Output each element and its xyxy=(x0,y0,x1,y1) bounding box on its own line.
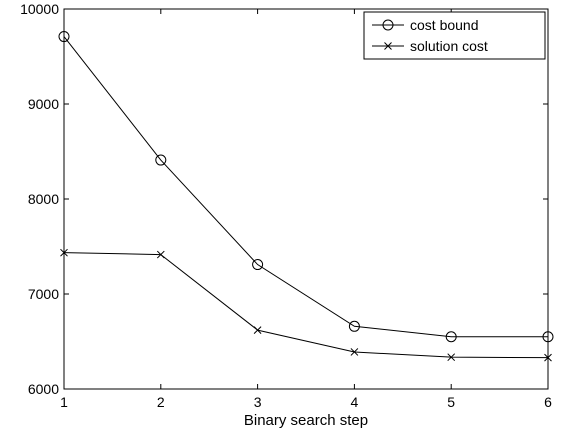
data-point-solution-cost xyxy=(156,250,165,259)
x-tick-label: 5 xyxy=(447,394,455,410)
axis-ticks: 1 2 3 4 5 6 6000 7000 8000 9000 10000 xyxy=(20,1,552,410)
legend-label-solution-cost: solution cost xyxy=(410,38,488,54)
series-line-solution-cost xyxy=(63,252,549,359)
x-tick-label: 4 xyxy=(351,394,359,410)
data-point-cost-bound xyxy=(252,259,264,271)
y-tick-label: 6000 xyxy=(28,381,59,397)
data-point-cost-bound xyxy=(348,320,360,332)
data-point-cost-bound xyxy=(155,154,167,166)
y-tick-label: 10000 xyxy=(20,1,59,17)
x-axis-label: Binary search step xyxy=(244,412,368,429)
data-point-cost-bound xyxy=(542,331,554,343)
series-lines xyxy=(58,31,554,362)
x-tick-label: 1 xyxy=(60,394,68,410)
data-point-solution-cost xyxy=(544,353,552,362)
legend-box xyxy=(363,11,546,60)
x-tick-label: 6 xyxy=(544,394,552,410)
legend: cost bound solution cost xyxy=(363,11,546,60)
plot-area xyxy=(63,8,549,390)
data-point-cost-bound xyxy=(58,31,70,43)
data-point-solution-cost xyxy=(253,326,262,334)
x-tick-label: 2 xyxy=(157,394,165,410)
data-point-solution-cost xyxy=(350,348,359,356)
series-solution-cost xyxy=(60,248,552,362)
series-line-cost-bound xyxy=(63,36,548,338)
legend-marker-cost-bound xyxy=(382,19,394,31)
legend-marker-solution-cost xyxy=(384,42,392,50)
series-cost-bound xyxy=(58,31,554,343)
y-tick-label: 9000 xyxy=(28,96,59,112)
data-point-solution-cost xyxy=(447,353,456,362)
data-point-cost-bound xyxy=(445,331,457,343)
legend-label-cost-bound: cost bound xyxy=(410,17,479,33)
y-tick-label: 7000 xyxy=(28,286,59,302)
x-tick-label: 3 xyxy=(254,394,262,410)
y-tick-label: 8000 xyxy=(28,191,59,207)
data-point-solution-cost xyxy=(60,248,68,257)
